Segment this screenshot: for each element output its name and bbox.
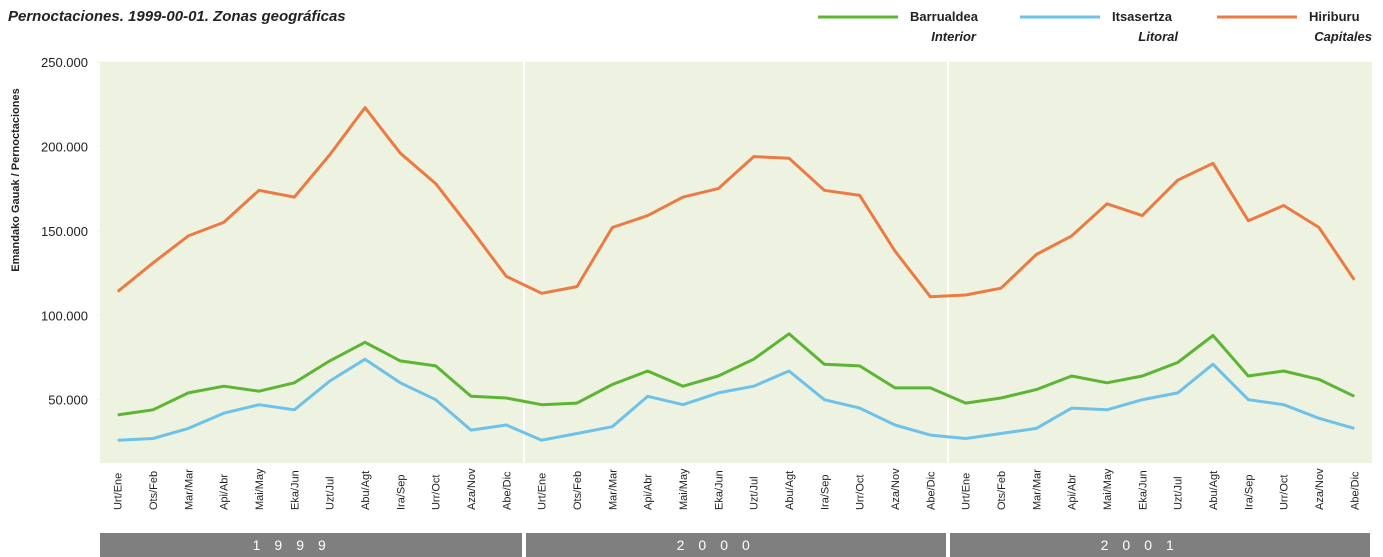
year-bar	[950, 533, 1370, 557]
x-tick-label: Mai/May	[254, 468, 266, 510]
x-tick-label: Abe/Dic	[925, 471, 937, 510]
y-tick-label: 100.000	[41, 308, 88, 323]
x-tick-label: Ira/Sep	[819, 475, 831, 510]
x-tick-label: Api/Abr	[219, 474, 231, 510]
legend-label: Hiriburu	[1309, 9, 1360, 24]
x-tick-label: Ira/Sep	[395, 475, 407, 510]
x-tick-label: Eka/Jun	[1137, 470, 1149, 510]
x-tick-label: Abu/Agt	[360, 471, 372, 510]
x-tick-label: Abe/Dic	[1349, 471, 1361, 510]
x-tick-label: Eka/Jun	[289, 470, 301, 510]
legend-label: Itsasertza	[1112, 9, 1173, 24]
x-tick-label: Urr/Oct	[1279, 475, 1291, 510]
series-line	[117, 357, 1355, 442]
x-tick-label: Api/Abr	[643, 474, 655, 510]
plot-area	[100, 62, 1372, 463]
x-tick-label: Ira/Sep	[1243, 475, 1255, 510]
y-tick-label: 250.000	[41, 55, 88, 70]
x-tick-label: Uzt/Jul	[325, 476, 337, 510]
x-tick-label: Urt/Ene	[113, 473, 125, 510]
x-tick-label: Eka/Jun	[713, 470, 725, 510]
x-tick-label: Mar/Mar	[607, 469, 619, 510]
legend-label: Barrualdea	[910, 9, 979, 24]
x-tick-label: Ots/Feb	[996, 471, 1008, 510]
y-axis-label: Emandako Gauak / Pernoctaciones	[10, 88, 22, 271]
chart-title: Pernoctaciones. 1999-00-01. Zonas geográ…	[8, 8, 346, 25]
legend-sublabel: Litoral	[1138, 29, 1178, 44]
x-tick-label: Mai/May	[678, 468, 690, 510]
x-tick-label: Urr/Oct	[431, 475, 443, 510]
x-tick-label: Aza/Nov	[1314, 468, 1326, 510]
year-bar	[526, 533, 946, 557]
x-tick-label: Aza/Nov	[466, 468, 478, 510]
x-tick-label: Mar/Mar	[1031, 469, 1043, 510]
series-line	[116, 106, 1356, 299]
x-tick-label: Urt/Ene	[537, 473, 549, 510]
x-tick-label: Abe/Dic	[501, 471, 513, 510]
x-tick-label: Abu/Agt	[1208, 471, 1220, 510]
legend-sublabel: Interior	[931, 29, 977, 44]
x-tick-label: Ots/Feb	[148, 471, 160, 510]
x-tick-label: Mai/May	[1102, 468, 1114, 510]
x-tick-label: Uzt/Jul	[1173, 476, 1185, 510]
x-tick-label: Ots/Feb	[572, 471, 584, 510]
year-bar	[100, 533, 522, 557]
x-tick-label: Api/Abr	[1067, 474, 1079, 510]
year-label: 1999	[253, 537, 340, 553]
x-tick-label: Abu/Agt	[784, 471, 796, 510]
y-tick-label: 150.000	[41, 224, 88, 239]
x-tick-label: Mar/Mar	[183, 469, 195, 510]
year-label: 2000	[677, 537, 764, 553]
x-tick-label: Urr/Oct	[855, 475, 867, 510]
year-label: 2001	[1101, 537, 1188, 553]
legend-sublabel: Capitales	[1314, 29, 1372, 44]
x-tick-label: Uzt/Jul	[749, 476, 761, 510]
y-tick-label: 50.000	[48, 393, 88, 408]
x-tick-label: Urt/Ene	[961, 473, 973, 510]
y-tick-label: 200.000	[41, 139, 88, 154]
x-tick-label: Aza/Nov	[890, 468, 902, 510]
series-line	[117, 332, 1355, 417]
